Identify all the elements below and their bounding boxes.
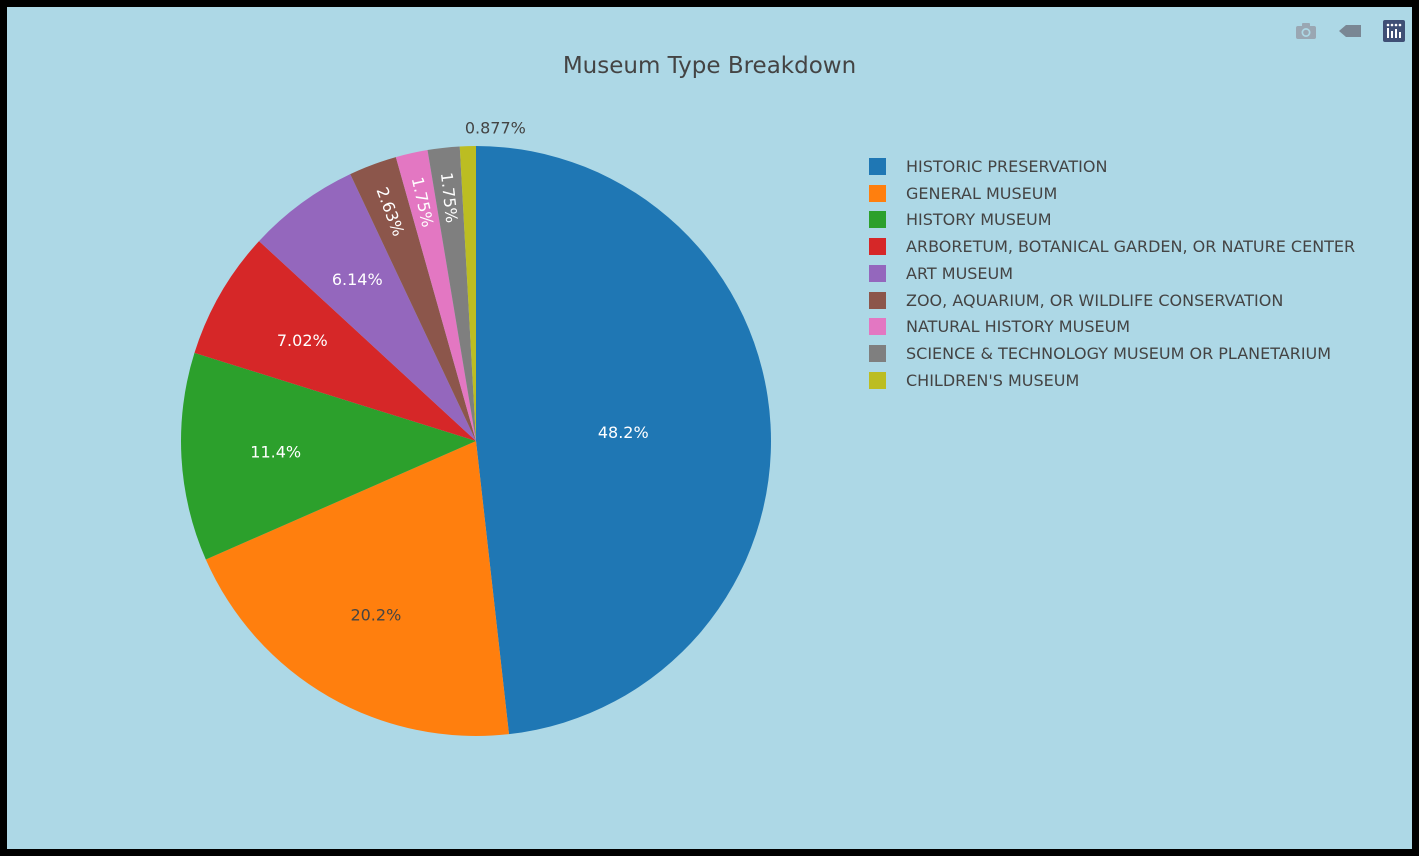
chart-container: Museum Type Breakdown 48.2% 20.2% 11.4% 7.0… <box>7 7 1412 849</box>
legend-item[interactable]: ARBORETUM, BOTANICAL GARDEN, OR NATURE C… <box>867 233 1355 260</box>
slice-label: 48.2% <box>598 423 649 442</box>
chart-title: Museum Type Breakdown <box>562 53 857 79</box>
slice-label: 6.14% <box>332 270 383 289</box>
legend-label: SCIENCE & TECHNOLOGY MUSEUM OR PLANETARI… <box>906 344 1332 364</box>
plotly-logo-icon[interactable] <box>1382 19 1406 43</box>
legend-item[interactable]: SCIENCE & TECHNOLOGY MUSEUM OR PLANETARI… <box>867 340 1355 367</box>
legend-item[interactable]: HISTORY MUSEUM <box>867 207 1355 234</box>
pie-slice[interactable] <box>194 241 476 441</box>
legend-item[interactable]: ART MUSEUM <box>867 260 1355 287</box>
legend-label: GENERAL MUSEUM <box>906 183 1058 203</box>
legend: HISTORIC PRESERVATION GENERAL MUSEUM HISTO… <box>867 153 1355 394</box>
pie-slice[interactable] <box>395 150 476 442</box>
legend-label: ART MUSEUM <box>906 263 1014 283</box>
legend-label: HISTORIC PRESERVATION <box>906 156 1108 176</box>
legend-swatch <box>869 345 886 363</box>
legend-swatch <box>869 211 886 229</box>
legend-label: CHILDREN'S MUSEUM <box>906 370 1080 390</box>
pie-slice[interactable] <box>259 174 476 441</box>
legend-swatch <box>869 318 886 336</box>
legend-label: NATURAL HISTORY MUSEUM <box>906 317 1131 337</box>
legend-swatch <box>869 184 886 202</box>
camera-icon[interactable] <box>1294 19 1318 43</box>
legend-item[interactable]: HISTORIC PRESERVATION <box>867 153 1355 180</box>
pie-chart: 48.2%20.2%11.4%7.02%6.14%2.63% 1.75% 1.75%… <box>180 119 771 736</box>
legend-label: ZOO, AQUARIUM, OR WILDLIFE CONSERVATION <box>906 290 1284 310</box>
legend-swatch <box>869 264 886 282</box>
legend-label: ARBORETUM, BOTANICAL GARDEN, OR NATURE C… <box>906 237 1356 257</box>
slice-label: 11.4% <box>250 443 301 462</box>
legend-swatch <box>869 371 886 389</box>
legend-item[interactable]: CHILDREN'S MUSEUM <box>867 367 1355 394</box>
legend-item[interactable]: NATURAL HISTORY MUSEUM <box>867 314 1355 341</box>
pie-slice[interactable] <box>427 146 476 441</box>
legend-swatch <box>869 291 886 309</box>
pie-slice[interactable] <box>350 157 476 441</box>
pie-slice[interactable] <box>476 146 771 735</box>
pie-slice[interactable] <box>205 441 509 736</box>
slice-label: 7.02% <box>277 331 328 350</box>
pie-slice[interactable] <box>180 352 476 560</box>
legend-swatch <box>869 157 886 175</box>
modebar <box>1294 19 1406 43</box>
legend-item[interactable]: GENERAL MUSEUM <box>867 180 1355 207</box>
legend-swatch <box>869 238 886 256</box>
legend-item[interactable]: ZOO, AQUARIUM, OR WILDLIFE CONSERVATION <box>867 287 1355 314</box>
tag-icon[interactable] <box>1338 19 1362 43</box>
pie-slice[interactable] <box>459 146 476 441</box>
slice-label: 20.2% <box>350 605 401 624</box>
slice-label: 0.877% <box>465 119 526 138</box>
legend-label: HISTORY MUSEUM <box>906 210 1052 230</box>
